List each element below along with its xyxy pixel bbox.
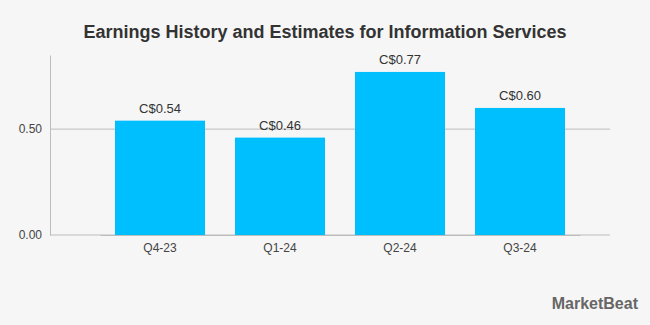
x-tick: Q3-24 <box>503 235 537 255</box>
data-label: C$0.46 <box>259 118 301 133</box>
data-label: C$0.60 <box>499 88 541 103</box>
y-axis-line <box>50 56 51 236</box>
data-labels: C$0.54 C$0.46 C$0.77 C$0.60 <box>139 52 541 133</box>
x-tick-label: Q4-23 <box>143 241 177 255</box>
bar <box>475 108 565 235</box>
annotation: MarketBeat <box>552 295 639 312</box>
title: Earnings History and Estimates for Infor… <box>83 22 566 42</box>
x-tick: Q4-23 <box>143 235 177 255</box>
bar <box>235 138 325 235</box>
data-label: C$0.54 <box>139 101 181 116</box>
background <box>0 0 650 325</box>
bar <box>355 72 445 235</box>
bars <box>115 72 565 235</box>
y-tick-label: 0.00 <box>19 228 43 242</box>
x-tick-label: Q3-24 <box>503 241 537 255</box>
y-tick-label: 0.50 <box>19 122 43 136</box>
bar <box>115 121 205 235</box>
data-label: C$0.77 <box>379 52 421 67</box>
y-tick: 0.00 <box>19 228 50 242</box>
y-tick: 0.50 <box>19 122 50 136</box>
x-tick: Q2-24 <box>383 235 417 255</box>
x-tick-label: Q2-24 <box>383 241 417 255</box>
x-axis: Q4-23 Q1-24 Q2-24 Q3-24 <box>101 235 581 255</box>
x-tick: Q1-24 <box>263 235 297 255</box>
chart: 0.00 0.50 Q4-23 Q1-24 Q2-24 Q3-24 C$0.54 C$0.46… <box>0 0 650 325</box>
y-axis: 0.00 0.50 <box>19 56 51 243</box>
x-tick-label: Q1-24 <box>263 241 297 255</box>
x-axis-line <box>101 235 581 236</box>
